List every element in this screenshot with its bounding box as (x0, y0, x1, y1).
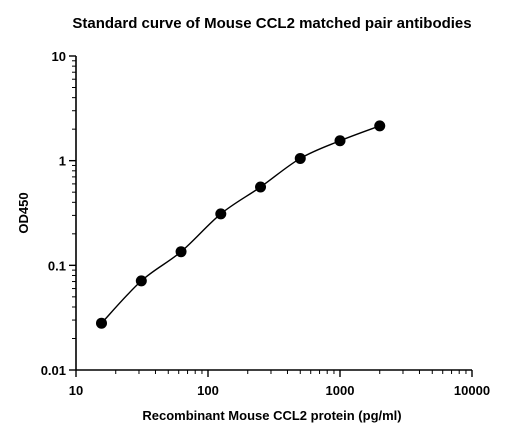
x-tick-label: 10000 (454, 383, 490, 398)
data-point (334, 135, 346, 147)
y-tick-label: 0.01 (41, 363, 66, 378)
data-point (95, 317, 107, 329)
data-point (374, 120, 386, 132)
data-point (294, 152, 306, 164)
y-tick-label: 10 (52, 49, 66, 64)
y-tick-label: 1 (59, 154, 66, 169)
y-tick-label: 0.1 (48, 258, 66, 273)
fit-curve (100, 125, 380, 324)
chart-title: Standard curve of Mouse CCL2 matched pai… (72, 15, 471, 32)
x-axis-label: Recombinant Mouse CCL2 protein (pg/ml) (142, 408, 401, 423)
plot-area: 10 100 1000 10000 0.01 0.1 1 10 (41, 49, 490, 398)
data-point (215, 208, 227, 220)
x-tick-label: 10 (69, 383, 83, 398)
data-point (135, 275, 147, 287)
x-tick-label: 1000 (326, 383, 355, 398)
y-axis-label: OD450 (16, 192, 31, 233)
data-point (175, 246, 187, 258)
x-tick-label: 100 (197, 383, 219, 398)
data-point (255, 181, 267, 193)
